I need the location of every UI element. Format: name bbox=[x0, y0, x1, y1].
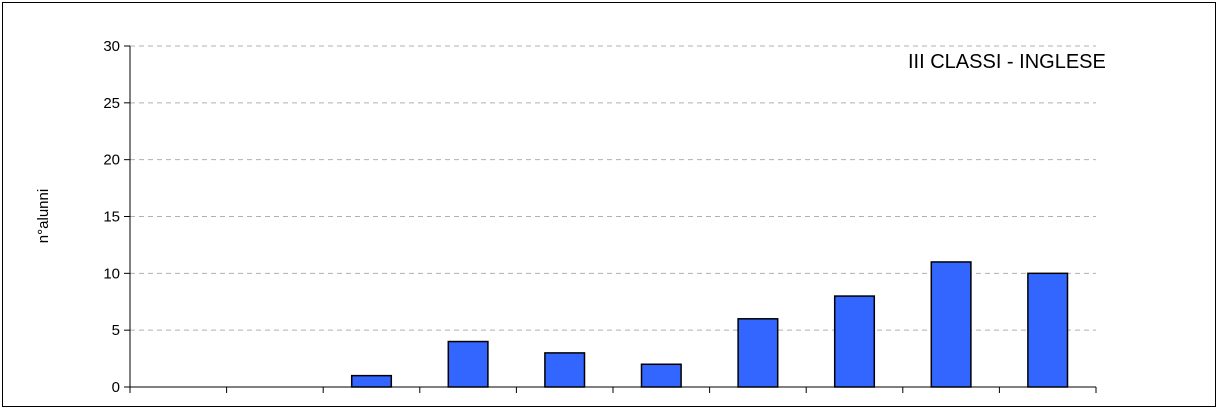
y-tick-label: 25 bbox=[103, 95, 120, 112]
bar bbox=[447, 340, 489, 388]
bar bbox=[930, 261, 972, 388]
bar bbox=[350, 374, 393, 388]
y-axis-label: n°alunni bbox=[35, 189, 52, 243]
y-tick-label: 5 bbox=[112, 322, 120, 339]
bar bbox=[737, 318, 779, 388]
bar bbox=[640, 363, 682, 388]
y-tick-label: 10 bbox=[103, 265, 120, 282]
bars bbox=[350, 261, 1069, 388]
bar bbox=[544, 352, 586, 388]
chart-title: III CLASSI - INGLESE bbox=[908, 51, 1106, 73]
bar bbox=[1027, 272, 1069, 388]
bar bbox=[833, 295, 876, 388]
ticks: 0 5 10 15 20 25 30 bbox=[103, 38, 1097, 396]
y-tick-label: 30 bbox=[103, 38, 120, 55]
y-tick-label: 0 bbox=[112, 379, 120, 396]
y-tick-label: 15 bbox=[103, 209, 120, 226]
y-tick-label: 20 bbox=[103, 152, 120, 169]
